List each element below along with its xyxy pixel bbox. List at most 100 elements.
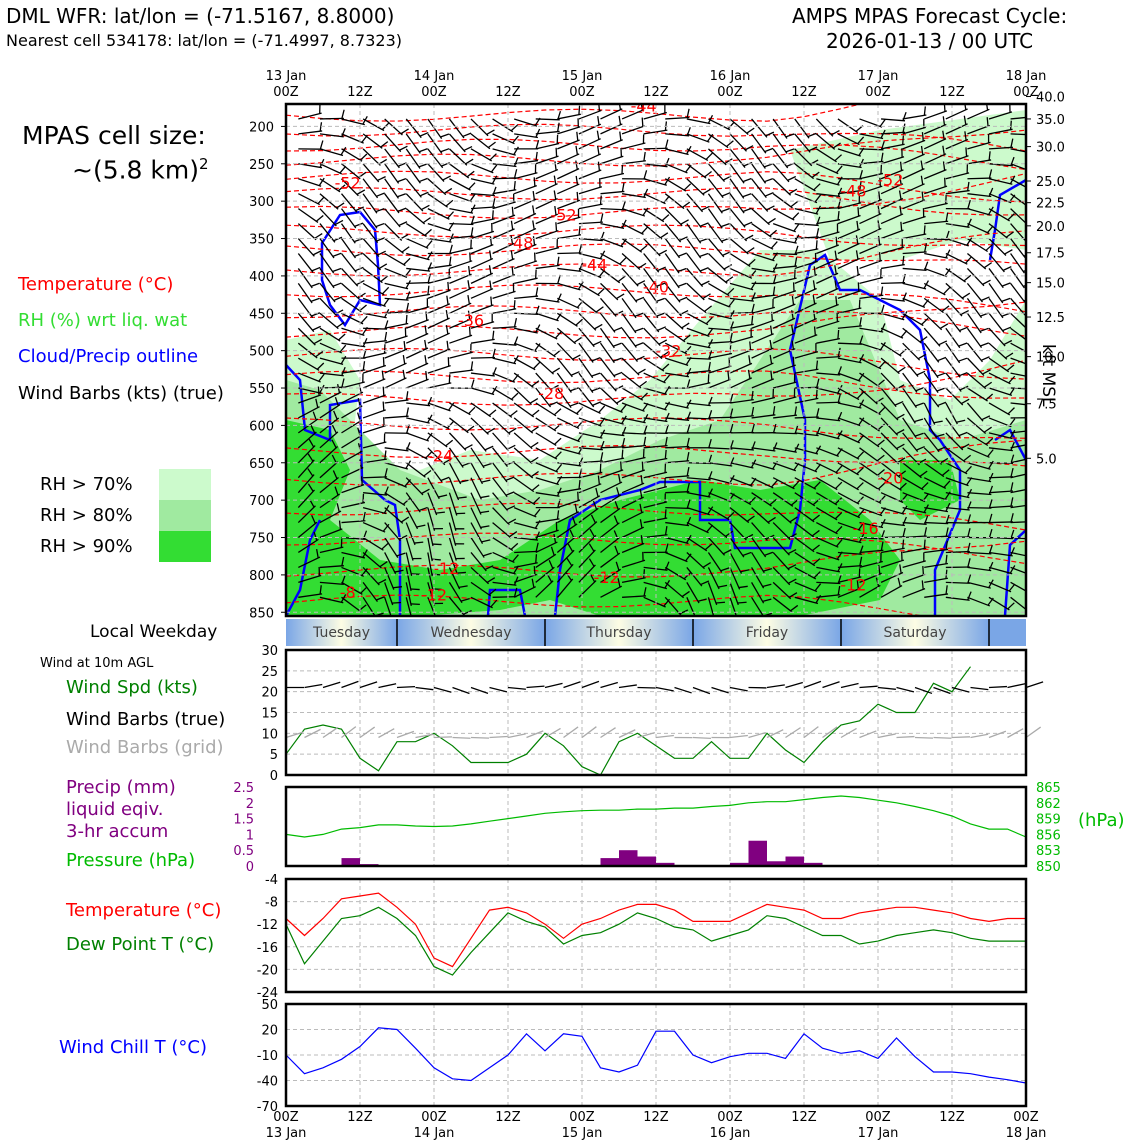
- wind-barb-feather: [317, 196, 325, 205]
- wind-barb-feather: [963, 115, 967, 125]
- wind-barb: [794, 416, 819, 419]
- wind-barb-feather: [613, 326, 623, 332]
- wind-barb: [600, 568, 621, 583]
- wind-barb-feather: [772, 286, 776, 296]
- wind-barb-feather: [463, 145, 473, 152]
- wind-barb: [1010, 521, 1026, 524]
- wind-barb: [967, 237, 988, 253]
- wind-barb-feather: [896, 413, 905, 420]
- wind-barb: [772, 566, 791, 586]
- wind-barb-feather: [1032, 108, 1034, 117]
- wind-barb: [600, 446, 625, 449]
- wind-barb-feather: [333, 296, 343, 302]
- wind-barb: [816, 417, 841, 422]
- wind-barb-feather: [535, 554, 538, 564]
- wind-barb-feather: [769, 325, 773, 335]
- wind-barb: [621, 387, 644, 401]
- wind-barb-feather: [598, 104, 601, 112]
- wind-barb: [621, 193, 646, 199]
- wind-barb: [837, 447, 860, 460]
- wind-barb: [707, 193, 723, 214]
- wind-barb: [427, 303, 451, 314]
- wind-barb-feather: [747, 369, 751, 379]
- wind-barb-feather: [679, 609, 689, 615]
- wind-barb-feather: [588, 558, 595, 567]
- wind-barb: [470, 206, 495, 210]
- top-time-label: 00Z: [865, 85, 891, 100]
- wind-barb: [492, 201, 516, 210]
- wind-barb: [837, 357, 862, 364]
- wind-barb: [600, 522, 620, 539]
- wind-barb-feather: [470, 227, 474, 237]
- wind-barb-feather: [726, 140, 734, 147]
- wind-barb-feather: [678, 252, 687, 257]
- pressure-label: Pressure (hPa): [66, 850, 196, 871]
- pressure-tick-label: 862: [1036, 797, 1061, 812]
- wind-barb-feather: [981, 415, 991, 421]
- wind-barb-feather: [723, 264, 733, 270]
- wind-barb: [686, 506, 710, 516]
- wind-barb: [341, 297, 362, 313]
- wind-barb: [1010, 133, 1026, 136]
- wind-barb: [600, 237, 624, 248]
- bottom-date-label: 13 Jan: [266, 1126, 307, 1140]
- wind-barb-feather: [381, 370, 385, 380]
- wind-barb: [600, 155, 624, 165]
- wind-barb: [729, 552, 743, 574]
- wind-barb: [427, 522, 434, 547]
- wind-barb-feather: [575, 318, 583, 326]
- wind-barb-feather: [596, 145, 600, 155]
- wind-barb-feather: [535, 542, 539, 552]
- wind-barb-true: [452, 686, 470, 695]
- wind-barb-feather: [856, 391, 864, 400]
- wind-barb-feather: [835, 236, 838, 246]
- wind-barb-feather: [467, 265, 471, 276]
- wind-barb-feather: [425, 451, 433, 459]
- wind-barb: [924, 535, 949, 539]
- wind-barb: [405, 522, 416, 546]
- wind-barb: [708, 267, 728, 284]
- wind-barb: [340, 253, 357, 273]
- wind-barb: [816, 272, 839, 284]
- wind-barb-feather: [621, 449, 624, 459]
- wind-barb-feather: [1010, 441, 1015, 451]
- wind-barb: [298, 372, 321, 383]
- wind-barb-feather: [486, 129, 495, 136]
- wind-barb: [751, 507, 770, 525]
- wind-barb-feather: [641, 117, 644, 127]
- wind-barb: [729, 252, 751, 267]
- wind-barb: [665, 148, 689, 156]
- wind-barb-feather: [354, 222, 364, 227]
- wind-barb-feather: [614, 545, 619, 555]
- wind-barb-feather: [597, 116, 600, 126]
- wind-barb-true: [304, 683, 323, 689]
- wind-barb: [621, 357, 640, 376]
- wind-barb: [794, 477, 817, 490]
- wind-barb-feather: [923, 527, 928, 537]
- wind-barb-feather: [785, 133, 795, 138]
- wind-barb: [513, 573, 538, 583]
- wind-barb: [406, 306, 430, 314]
- wind-barb: [384, 462, 409, 470]
- weekday-segment: [545, 619, 693, 646]
- wind-barb-feather: [728, 299, 735, 307]
- wind-barb: [945, 252, 968, 265]
- wind-barb: [859, 492, 882, 504]
- wind-barb: [902, 153, 925, 165]
- wind-barb-feather: [406, 424, 410, 434]
- wind-barb: [664, 327, 686, 343]
- wind-barb: [837, 202, 862, 210]
- wind-barb: [319, 391, 342, 404]
- wind-barb: [988, 146, 1013, 150]
- wind-barb: [427, 163, 445, 182]
- wind-barb: [384, 582, 394, 606]
- wind-barb-feather: [966, 218, 972, 228]
- pressure-tick-label: 550: [249, 382, 274, 397]
- wind-barb: [664, 566, 687, 581]
- wind-barb-feather: [490, 164, 498, 173]
- wind-barb: [665, 402, 689, 409]
- forecast-cycle-date: 2026-01-13 / 00 UTC: [826, 29, 1034, 53]
- kft-tick-label: 7.5: [1036, 398, 1057, 413]
- wind-barb-grid: [951, 736, 971, 739]
- bottom-time-label: 12Z: [347, 1110, 373, 1125]
